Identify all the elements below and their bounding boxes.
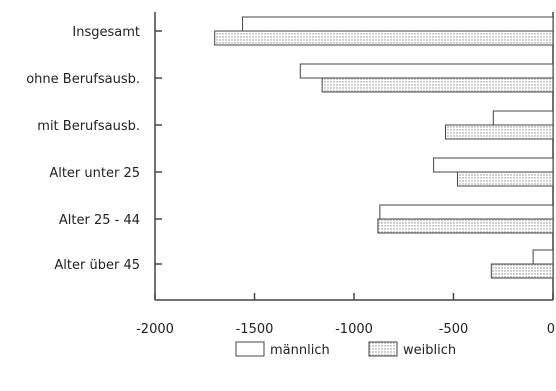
bar-maennlich xyxy=(433,157,554,173)
category-label: ohne Berufsausb. xyxy=(26,72,140,87)
legend-swatch xyxy=(235,341,265,357)
x-tick-label: -500 xyxy=(439,322,469,337)
legend-label: männlich xyxy=(270,343,330,358)
x-ticks-group: -2000 -1500 -1000 -500 0 xyxy=(136,293,555,337)
x-tick-label: -1500 xyxy=(236,322,274,337)
bar-weiblich xyxy=(456,171,554,187)
x-tick-label: 0 xyxy=(547,322,555,337)
category-label: mit Berufsausb. xyxy=(37,119,140,134)
legend-swatch xyxy=(368,341,398,357)
category-label: Alter über 45 xyxy=(54,258,140,273)
bar-maennlich xyxy=(532,249,554,265)
bar-maennlich xyxy=(492,110,554,126)
x-tick-label: -1000 xyxy=(335,322,373,337)
category-label: Alter unter 25 xyxy=(49,166,140,181)
category-label: Alter 25 - 44 xyxy=(59,213,140,228)
bar-maennlich xyxy=(242,16,554,32)
category-label: Insgesamt xyxy=(72,25,140,40)
x-tick-label: -2000 xyxy=(136,322,174,337)
bar-weiblich xyxy=(490,263,554,279)
bar-maennlich xyxy=(379,204,554,220)
bar-weiblich xyxy=(321,77,554,93)
bar-weiblich xyxy=(377,218,554,234)
legend: männlich weiblich xyxy=(235,341,456,358)
legend-label: weiblich xyxy=(403,343,456,358)
category-labels-group: Insgesamt ohne Berufsausb. mit Berufsausb.… xyxy=(26,25,162,273)
bar-maennlich xyxy=(299,63,554,79)
bar-weiblich xyxy=(445,124,554,140)
bars-group xyxy=(214,16,554,279)
bar-weiblich xyxy=(214,30,554,46)
